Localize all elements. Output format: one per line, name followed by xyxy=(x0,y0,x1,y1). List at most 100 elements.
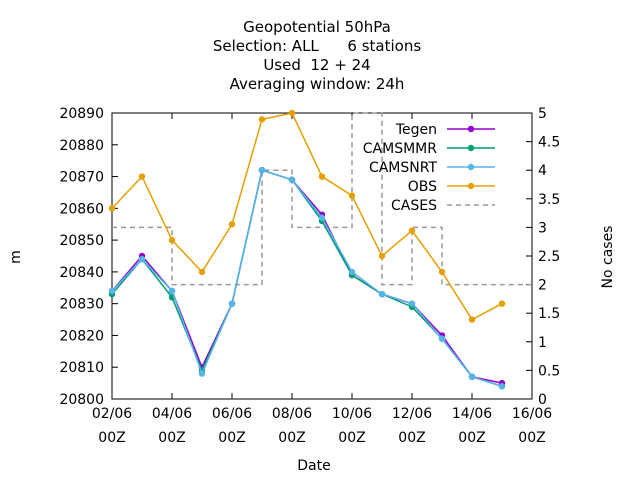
y2-tick-label: 0.5 xyxy=(538,363,560,379)
data-point-obs xyxy=(348,192,356,199)
x-tick-label-time: 00Z xyxy=(458,430,485,446)
y2-axis-label: No cases xyxy=(600,226,616,289)
series-line-cases xyxy=(112,112,532,286)
x-tick-label-time: 00Z xyxy=(278,430,305,446)
y-tick-label: 20850 xyxy=(59,233,104,249)
y-axis-right: 0 0.5 1 1.5 2 2.5 3 3.5 4 4.5 5 xyxy=(526,106,560,408)
data-point-obs xyxy=(138,173,146,180)
data-point-obs xyxy=(168,236,176,244)
series-line-camsnrt xyxy=(111,169,503,388)
series-line-tegen xyxy=(111,169,503,384)
title-line-1: Geopotential 50hPa xyxy=(243,18,391,36)
data-point-obs xyxy=(108,205,116,212)
data-point-camsnrt xyxy=(498,383,506,390)
data-point-camsnrt xyxy=(108,287,116,295)
legend-label: CAMSNRT xyxy=(369,160,438,176)
legend-item-camsnrt: CAMSNRT xyxy=(369,160,495,176)
x-tick-label-date: 08/06 xyxy=(272,406,312,422)
series-line-obs xyxy=(111,112,503,321)
y2-tick-label: 2.5 xyxy=(538,249,560,265)
title-line-4: Averaging window: 24h xyxy=(230,75,405,93)
x-tick-label-date: 14/06 xyxy=(452,406,492,422)
data-point-camsnrt xyxy=(348,268,356,276)
data-point-camsnrt xyxy=(258,167,266,174)
series-camsnrt xyxy=(108,167,506,390)
legend-label: OBS xyxy=(408,179,437,195)
y-tick-label: 20820 xyxy=(59,328,104,344)
legend-label: Tegen xyxy=(395,122,437,138)
y-tick-label: 20810 xyxy=(59,360,104,376)
legend-marker xyxy=(467,163,475,171)
legend-item-obs: OBS xyxy=(408,179,495,195)
y-tick-label: 20800 xyxy=(59,392,104,408)
data-point-obs xyxy=(228,221,236,228)
y2-tick-label: 2 xyxy=(538,278,547,294)
x-tick-label-date: 16/06 xyxy=(512,406,552,422)
legend-marker xyxy=(467,182,475,190)
legend: Tegen CAMSMMR CAMSNRT OBS CASES xyxy=(363,122,495,214)
x-tick-label-date: 06/06 xyxy=(212,406,252,422)
y2-tick-label: 0 xyxy=(538,392,547,408)
y-axis-label: m xyxy=(8,250,24,264)
series-obs xyxy=(108,109,506,323)
x-axis: 02/06 00Z 04/06 00Z 06/06 00Z 08/06 00Z 10/06 00Z… xyxy=(92,113,552,446)
y2-tick-label: 4 xyxy=(538,163,547,179)
data-point-obs xyxy=(288,109,296,117)
data-point-camsnrt xyxy=(168,287,176,295)
legend-marker xyxy=(467,144,475,152)
y-tick-label: 20880 xyxy=(59,138,104,154)
data-point-obs xyxy=(498,300,506,307)
legend-label: CASES xyxy=(391,198,437,214)
title-line-3: Used 12 + 24 xyxy=(263,56,370,74)
legend-item-tegen: Tegen xyxy=(395,122,495,138)
data-point-obs xyxy=(438,268,446,276)
series-layer xyxy=(108,109,532,390)
data-point-camsnrt xyxy=(288,176,296,183)
data-point-obs xyxy=(468,316,476,323)
data-point-camsnrt xyxy=(198,370,206,377)
x-tick-label-time: 00Z xyxy=(158,430,185,446)
y-tick-label: 20860 xyxy=(59,201,104,217)
chart-title: Geopotential 50hPa Selection: ALL 6 stat… xyxy=(213,18,421,93)
series-line-camsmmr xyxy=(111,169,503,388)
x-tick-label-time: 00Z xyxy=(218,430,245,446)
data-point-camsnrt xyxy=(438,335,446,342)
plot-frame xyxy=(111,112,533,400)
data-point-camsnrt xyxy=(468,373,476,380)
title-line-2: Selection: ALL 6 stations xyxy=(213,37,421,55)
legend-label: CAMSMMR xyxy=(363,141,437,157)
y-tick-label: 20870 xyxy=(59,170,104,186)
data-point-camsnrt xyxy=(138,255,146,263)
x-axis-label: Date xyxy=(297,458,330,474)
data-point-obs xyxy=(408,227,416,234)
y-tick-label: 20830 xyxy=(59,297,104,313)
data-point-camsnrt xyxy=(408,300,416,307)
y2-tick-label: 4.5 xyxy=(538,135,560,151)
y-tick-label: 20890 xyxy=(59,106,104,122)
x-tick-label-date: 04/06 xyxy=(152,406,192,422)
y-tick-label: 20840 xyxy=(59,265,104,281)
y2-tick-label: 1 xyxy=(538,335,547,351)
data-point-obs xyxy=(258,116,266,123)
x-tick-label-date: 12/06 xyxy=(392,406,432,422)
x-tick-label-time: 00Z xyxy=(98,430,125,446)
data-point-camsnrt xyxy=(378,290,386,298)
x-tick-label-date: 02/06 xyxy=(92,406,132,422)
y-axis-left: 20800 20810 20820 20830 20840 20850 20860 20870… xyxy=(59,106,118,408)
data-point-obs xyxy=(318,173,326,180)
y2-tick-label: 5 xyxy=(538,106,547,122)
x-tick-label-time: 00Z xyxy=(398,430,425,446)
legend-item-camsmmr: CAMSMMR xyxy=(363,141,495,157)
data-point-camsnrt xyxy=(228,300,236,307)
y2-tick-label: 1.5 xyxy=(538,306,560,322)
y2-tick-label: 3 xyxy=(538,220,547,236)
data-point-obs xyxy=(198,268,206,276)
y2-tick-label: 3.5 xyxy=(538,192,560,208)
series-cases xyxy=(112,112,532,286)
data-point-obs xyxy=(378,252,386,260)
x-tick-label-time: 00Z xyxy=(338,430,365,446)
x-tick-label-date: 10/06 xyxy=(332,406,372,422)
x-tick-label-time: 00Z xyxy=(518,430,545,446)
legend-item-cases: CASES xyxy=(391,198,495,214)
